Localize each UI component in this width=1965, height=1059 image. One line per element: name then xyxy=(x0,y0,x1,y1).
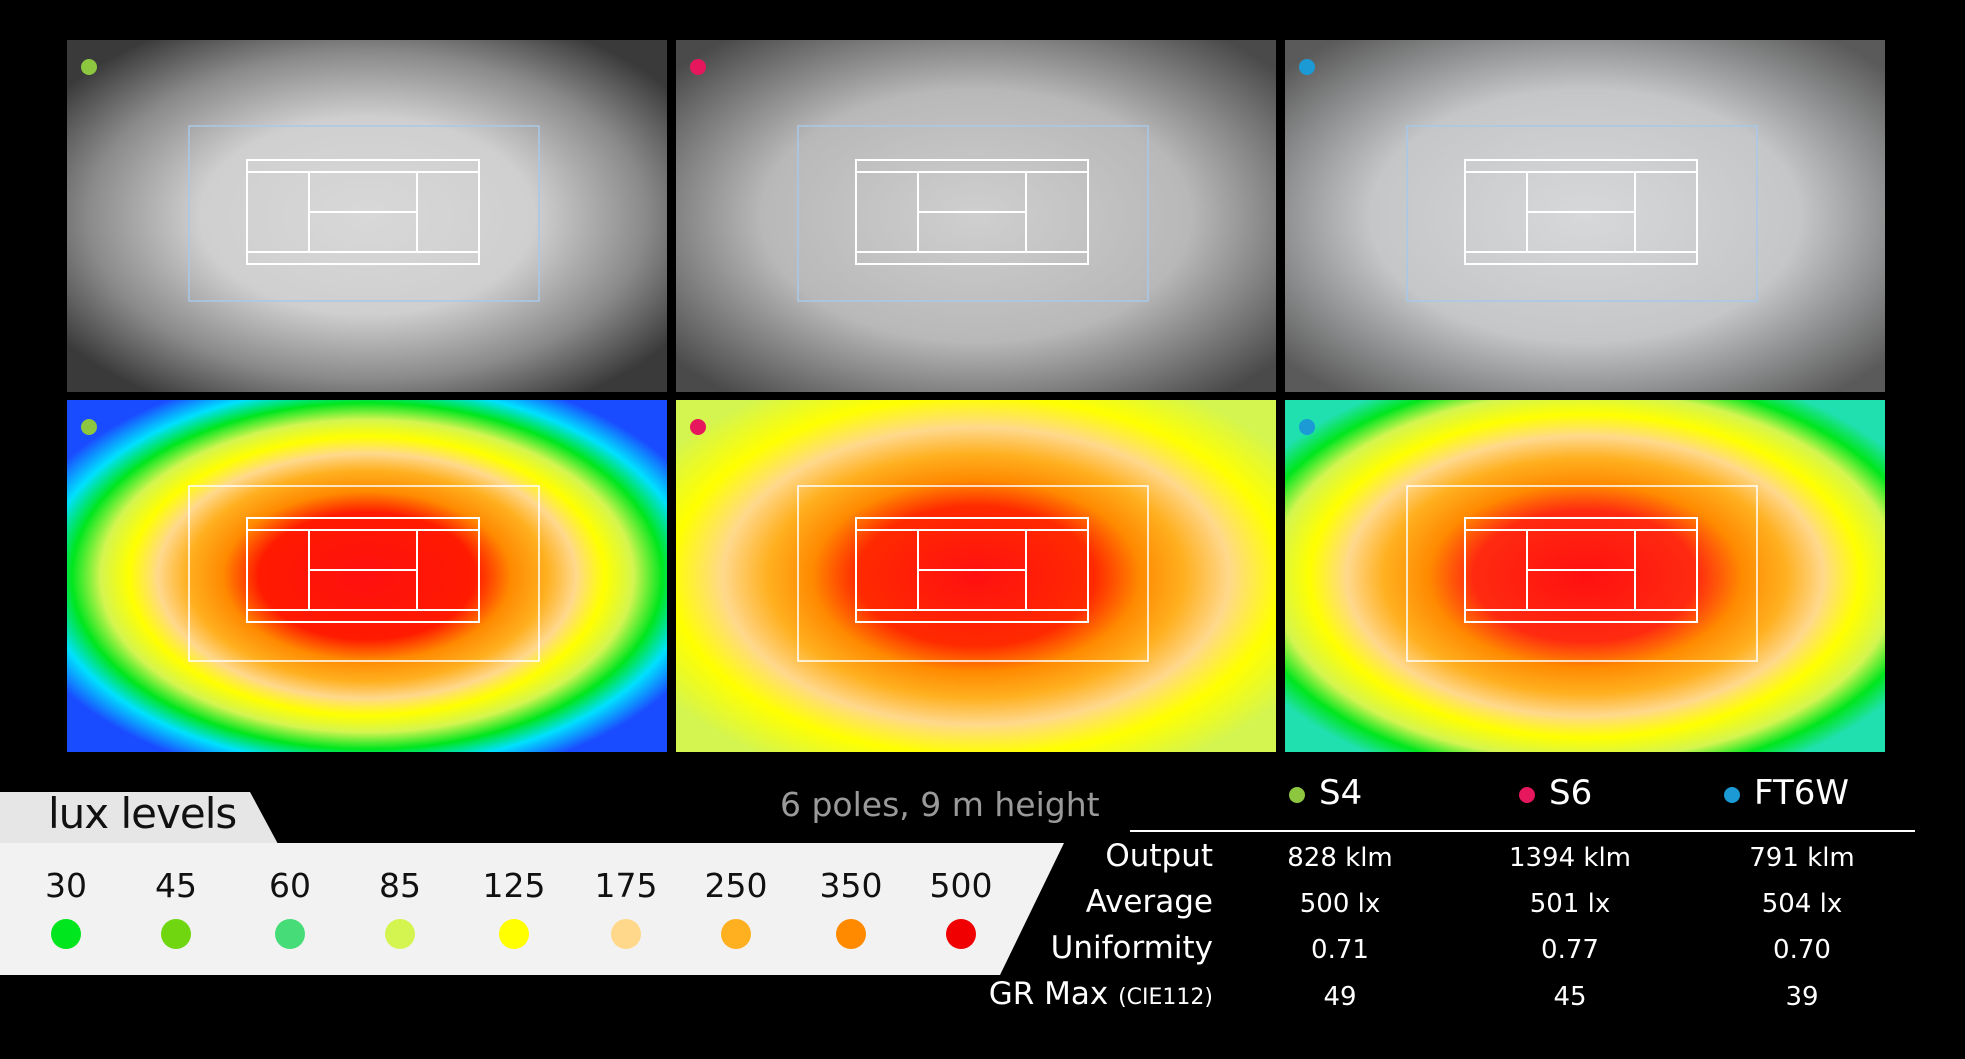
legend-level-value: 45 xyxy=(155,866,197,905)
legend-level-value: 175 xyxy=(594,866,658,905)
legend-level-value: 250 xyxy=(704,866,768,905)
header-divider xyxy=(1130,830,1915,832)
series-dot-s4 xyxy=(81,419,97,435)
table-cell: 791 klm xyxy=(1749,843,1855,873)
column-header-ft6w: FT6W xyxy=(1754,773,1849,813)
legend-level-value: 60 xyxy=(269,866,311,905)
series-dot-s4 xyxy=(81,59,97,75)
table-cell: 1394 klm xyxy=(1508,843,1632,873)
legend-level-dot xyxy=(836,919,866,949)
table-cell: 45 xyxy=(1553,982,1587,1012)
legend-level-dot xyxy=(51,919,81,949)
table-cell: 0.70 xyxy=(1773,935,1831,965)
heatmap-panel-s4 xyxy=(67,400,667,752)
table-cell: 500 lx xyxy=(1299,889,1381,919)
series-dot-ft6w xyxy=(1299,419,1315,435)
series-dot-s4 xyxy=(1289,787,1305,803)
legend-level-value: 85 xyxy=(379,866,421,905)
legend-level-dot xyxy=(499,919,529,949)
table-cell: 0.77 xyxy=(1541,935,1599,965)
row-label-average: Average xyxy=(1085,884,1213,920)
series-dot-ft6w xyxy=(1299,59,1315,75)
table-cell: 828 klm xyxy=(1287,843,1393,873)
row-label-gr-max-note: (CIE112) xyxy=(1118,985,1213,1010)
legend-level-dot xyxy=(946,919,976,949)
render-panel-s6 xyxy=(676,40,1276,392)
legend-box xyxy=(0,843,1064,975)
legend-level-dot xyxy=(611,919,641,949)
column-header-s6: S6 xyxy=(1549,773,1593,813)
row-label-gr-max-text: GR Max xyxy=(988,976,1109,1012)
render-panel-ft6w xyxy=(1285,40,1885,392)
series-dot-ft6w xyxy=(1724,787,1740,803)
legend-level-value: 350 xyxy=(819,866,883,905)
legend-title-tab xyxy=(0,792,278,844)
heatmap-panel-ft6w xyxy=(1285,400,1885,752)
series-dot-s6 xyxy=(690,59,706,75)
table-cell: 39 xyxy=(1785,982,1819,1012)
series-dot-s6 xyxy=(1519,787,1535,803)
legend-level-dot xyxy=(161,919,191,949)
legend-title: lux levels xyxy=(48,789,237,838)
series-dot-s6 xyxy=(690,419,706,435)
table-cell: 0.71 xyxy=(1311,935,1369,965)
table-cell: 49 xyxy=(1323,982,1357,1012)
table-cell: 501 lx xyxy=(1529,889,1611,919)
row-label-uniformity: Uniformity xyxy=(1050,930,1213,966)
legend-level-value: 500 xyxy=(929,866,993,905)
row-label-gr-max: GR Max (CIE112) xyxy=(989,976,1213,1012)
heatmap-panel-s6 xyxy=(676,400,1276,752)
render-panel-s4 xyxy=(67,40,667,392)
legend-level-dot xyxy=(275,919,305,949)
legend-level-dot xyxy=(721,919,751,949)
row-label-output: Output xyxy=(1105,838,1213,874)
subtitle: 6 poles, 9 m height xyxy=(780,785,1100,824)
legend-level-value: 125 xyxy=(482,866,546,905)
table-cell: 504 lx xyxy=(1761,889,1843,919)
legend-level-value: 30 xyxy=(45,866,87,905)
column-header-s4: S4 xyxy=(1319,773,1363,813)
legend-level-dot xyxy=(385,919,415,949)
